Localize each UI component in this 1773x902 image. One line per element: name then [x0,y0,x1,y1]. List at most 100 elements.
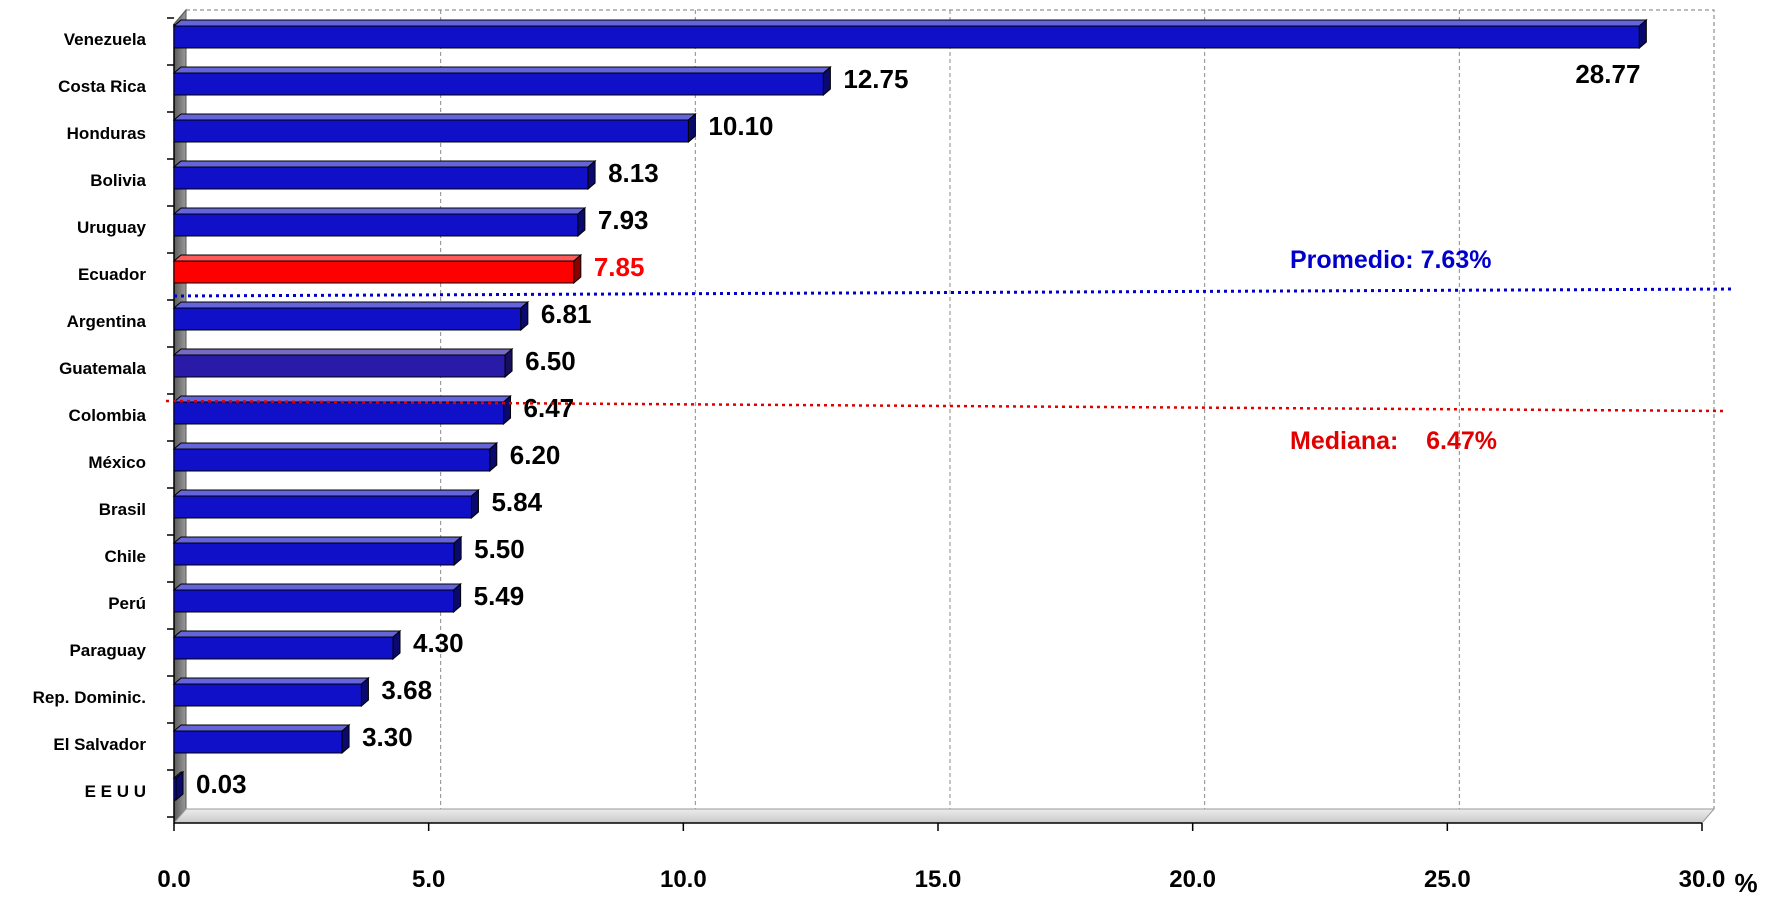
category-label-17: E E U U [85,782,146,801]
category-label-2: Costa Rica [58,77,146,96]
bar-end-7 [520,300,529,332]
bar-11 [172,488,480,520]
value-label-8: 6.50 [525,346,576,376]
bar-end-5 [577,206,586,238]
bar-top-4 [172,160,597,168]
bar-top-2 [172,66,832,74]
bar-top-5 [172,207,587,215]
value-label-9: 6.47 [524,393,575,423]
bar-front-5 [173,213,579,237]
bar-end-11 [470,488,479,520]
bar-8 [172,347,514,379]
category-label-3: Honduras [67,124,146,143]
category-label-11: Brasil [99,500,146,519]
value-label-7: 6.81 [541,299,592,329]
value-label-13: 5.49 [474,581,525,611]
value-label-14: 4.30 [413,628,464,658]
x-tick-label-0: 0.0 [157,866,190,893]
bar-end-6 [573,253,582,285]
average-line [173,287,1736,298]
bar-12 [172,535,463,567]
bar-end-16 [341,723,350,755]
bar-front-16 [173,730,343,754]
value-label-5: 7.93 [598,205,649,235]
bar-top-15 [172,677,370,685]
bar-3 [172,112,697,144]
median-line [165,399,1727,413]
bar-front-14 [173,636,394,660]
bar-14 [172,629,402,661]
bar-end-10 [489,441,498,473]
category-label-12: Chile [104,547,146,566]
bar-front-11 [173,495,472,519]
bar-front-8 [173,354,506,378]
category-label-13: Perú [108,594,146,613]
bar-10 [172,441,499,473]
plot-floor [172,808,1716,824]
bar-front-7 [173,307,522,331]
bar-7 [172,300,530,332]
bar-end-14 [392,629,401,661]
bar-6 [172,253,583,285]
bar-16 [172,723,351,755]
bar-front-2 [173,72,824,96]
bar-top-10 [172,442,499,450]
bar-end-17 [175,770,184,802]
category-label-15: Rep. Dominic. [33,688,146,707]
bar-top-7 [172,301,530,309]
x-tick-label-4: 20.0 [1169,866,1216,893]
bar-top-13 [172,583,462,591]
bar-15 [172,676,370,708]
bar-top-8 [172,348,514,356]
value-label-10: 6.20 [510,440,561,470]
value-label-12: 5.50 [474,534,525,564]
bar-4 [172,159,597,191]
bar-top-11 [172,489,480,497]
x-tick-label-5: 25.0 [1424,866,1471,893]
value-label-16: 3.30 [362,722,413,752]
category-label-10: México [88,453,146,472]
category-label-8: Guatemala [59,359,146,378]
bar-17 [172,770,185,802]
bar-front-1 [173,25,1640,49]
value-label-4: 8.13 [608,158,659,188]
bar-front-3 [173,119,689,143]
value-label-1: 28.77 [1575,59,1640,89]
bar-end-3 [687,112,696,144]
bar-2 [172,65,832,97]
bar-top-14 [172,630,402,638]
category-label-5: Uruguay [77,218,147,237]
bar-top-3 [172,113,697,121]
bar-top-1 [172,19,1648,27]
category-label-4: Bolivia [90,171,146,190]
x-tick-label-1: 5.0 [412,866,445,893]
bar-end-12 [453,535,462,567]
bar-end-2 [822,65,831,97]
average-label: Promedio: 7.63% [1290,246,1491,274]
bar-front-10 [173,448,491,472]
bar-front-15 [173,683,362,707]
bar-end-4 [587,159,596,191]
category-label-1: Venezuela [64,30,147,49]
bar-5 [172,206,587,238]
bar-end-1 [1638,18,1647,50]
bar-top-16 [172,724,351,732]
x-axis-label: % [1734,868,1757,897]
x-tick-label-3: 15.0 [915,866,962,893]
category-label-14: Paraguay [69,641,146,660]
category-label-9: Colombia [69,406,147,425]
bar-end-8 [504,347,513,379]
value-label-17: 0.03 [196,769,247,799]
bar-front-6 [173,260,575,284]
bar-top-6 [172,254,583,262]
bar-front-4 [173,166,589,190]
value-label-2: 12.75 [843,64,908,94]
value-label-6: 7.85 [594,252,645,282]
value-label-3: 10.10 [708,111,773,141]
x-tick-label-6: 30.0 [1679,866,1726,893]
median-label: Mediana: 6.47% [1290,427,1497,455]
value-label-15: 3.68 [381,675,432,705]
bar-front-13 [173,589,455,613]
